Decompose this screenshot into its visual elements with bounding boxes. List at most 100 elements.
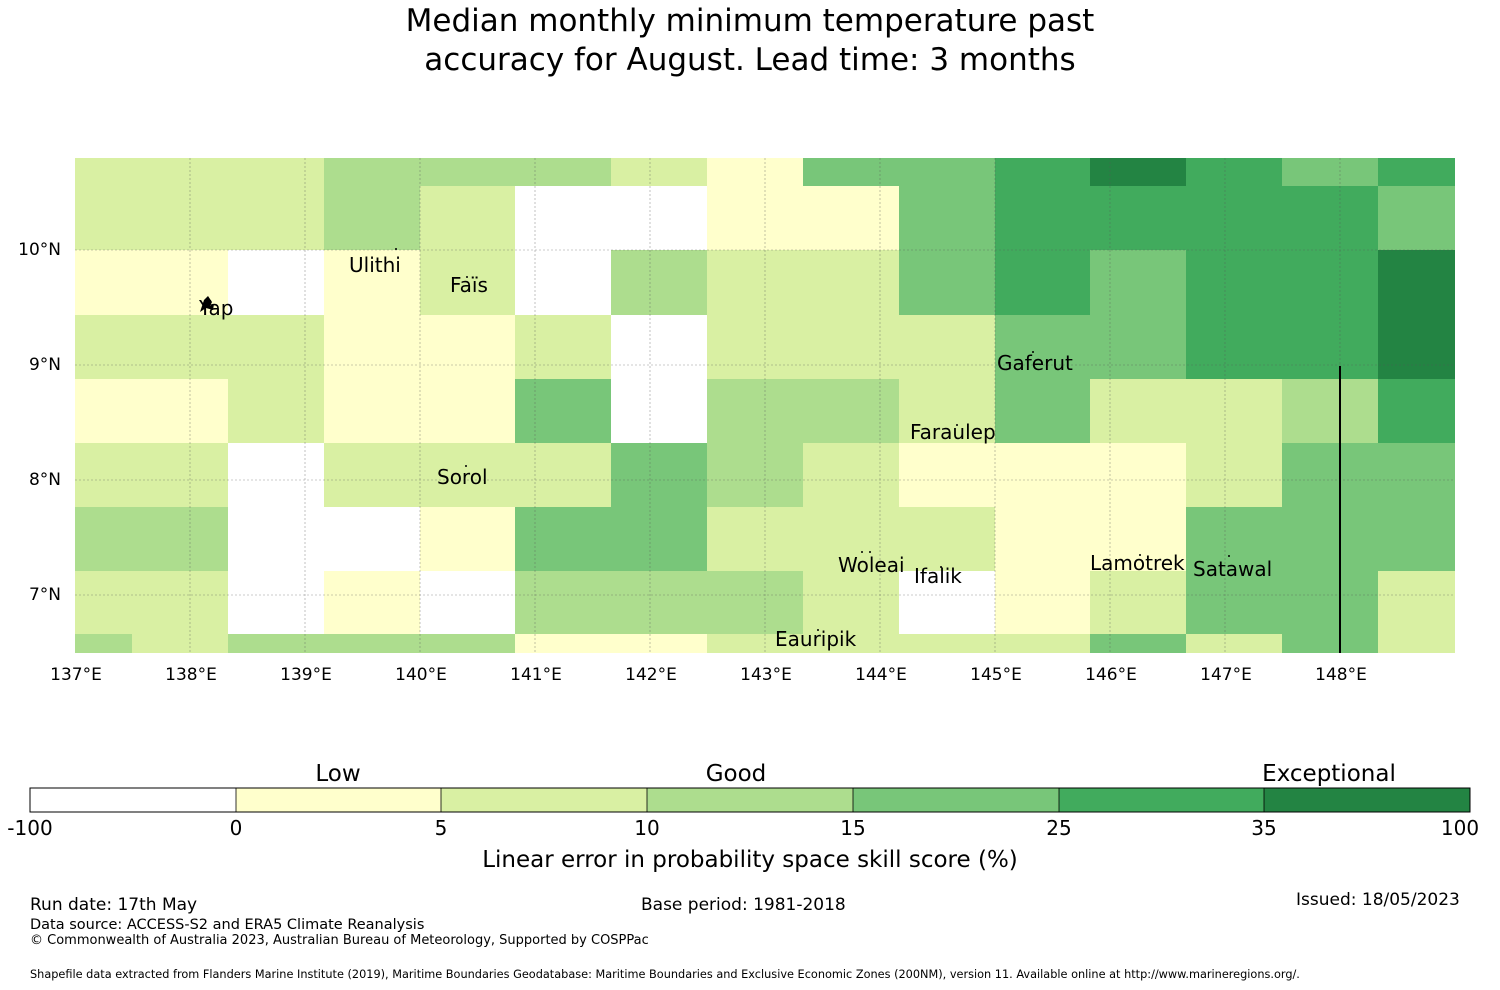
- grid-cell: [1090, 634, 1186, 653]
- grid-cell: [324, 571, 420, 634]
- grid-cell: [1090, 158, 1186, 186]
- sorol-marker: [465, 465, 467, 467]
- grid-cell: [228, 634, 515, 653]
- ifalik-marker: [940, 566, 942, 568]
- shapefile-credit: Shapefile data extracted from Flanders M…: [30, 968, 1300, 981]
- data-source: Data source: ACCESS-S2 and ERA5 Climate …: [30, 917, 425, 933]
- grid-cell: [995, 507, 1186, 571]
- grid-cell: [324, 186, 420, 250]
- grid-cell: [1378, 634, 1455, 653]
- grid-cell: [75, 158, 324, 186]
- grid-cell: [899, 186, 995, 250]
- lat-label: 7°N: [28, 585, 61, 605]
- lon-label: 143°E: [740, 665, 792, 685]
- grid-cell: [707, 379, 899, 443]
- colorbar-label: Linear error in probability space skill …: [482, 847, 1018, 873]
- faraulep-marker: [956, 424, 958, 426]
- grid-cell: [995, 186, 1378, 250]
- lamotrek-marker: [1139, 554, 1141, 556]
- grid-cell: [1090, 571, 1186, 634]
- gaferut-marker: [1032, 351, 1034, 353]
- grid-cell: [1186, 158, 1282, 186]
- colorbar-tick: 15: [840, 816, 866, 840]
- grid-cell: [803, 158, 995, 186]
- grid-cell: [803, 443, 899, 507]
- grid-cell: [420, 250, 515, 315]
- lon-label: 142°E: [625, 665, 677, 685]
- grid-cell: [75, 507, 228, 571]
- colorbar-segment: [647, 788, 853, 812]
- ulithi-marker: [395, 248, 397, 250]
- lon-label: 147°E: [1200, 665, 1252, 685]
- grid-cell: [420, 186, 515, 250]
- colorbar-segment: [1059, 788, 1264, 812]
- grid-cell: [1378, 250, 1455, 315]
- map-title: Median monthly minimum temperature past …: [0, 2, 1500, 80]
- colorbar-segment: [441, 788, 647, 812]
- grid-cell: [75, 443, 228, 507]
- grid-cell: [995, 250, 1090, 315]
- grid-cell: [899, 379, 995, 443]
- grid-cell: [1186, 250, 1378, 315]
- yap-island-shape: [200, 296, 214, 312]
- grid-cell: [803, 571, 899, 634]
- lon-label: 139°E: [280, 665, 332, 685]
- lon-label: 148°E: [1315, 665, 1367, 685]
- lon-label: 137°E: [50, 665, 102, 685]
- lat-label: 9°N: [28, 355, 61, 375]
- colorbar-tick: 5: [434, 816, 448, 840]
- grid-cell: [1378, 186, 1455, 250]
- lon-label: 146°E: [1085, 665, 1137, 685]
- place-label-gaferut: Gaferut: [997, 351, 1073, 375]
- grid-cell: [1378, 379, 1455, 443]
- grid-cell: [515, 507, 707, 571]
- colorbar-segment: [30, 788, 236, 812]
- grid-cell: [75, 634, 132, 653]
- grid-cell: [1186, 315, 1378, 379]
- title-line-2: accuracy for August. Lead time: 3 months: [424, 42, 1076, 78]
- lon-label: 144°E: [855, 665, 907, 685]
- colorbar-tick: 0: [229, 816, 243, 840]
- grid-cell: [1282, 379, 1378, 443]
- grid-cell: [515, 571, 803, 634]
- grid-cell: [995, 315, 1186, 379]
- place-label-ulithi: Ulithi: [349, 253, 401, 277]
- place-label-ifalik: Ifalik: [914, 564, 962, 588]
- grid-cell: [515, 379, 611, 443]
- grid-cell: [1186, 634, 1282, 653]
- category-label-low: Low: [315, 761, 361, 787]
- place-label-eauripik: Eauripik: [775, 627, 857, 651]
- grid-cell: [1186, 443, 1282, 507]
- grid-cell: [1282, 634, 1378, 653]
- colorbar-segment: [853, 788, 1059, 812]
- title-line-1: Median monthly minimum temperature past: [405, 3, 1095, 39]
- issued-date: Issued: 18/05/2023: [1296, 890, 1460, 910]
- grid-cell: [515, 315, 611, 379]
- grid-cell: [899, 443, 1186, 507]
- lat-label: 8°N: [28, 470, 61, 490]
- colorbar-outline: [29, 787, 1471, 813]
- grid-cell: [75, 250, 228, 315]
- grid-cell: [707, 158, 803, 186]
- colorbar-tick: 35: [1251, 816, 1277, 840]
- grid-cell: [75, 186, 324, 250]
- place-label-yap: Yap: [199, 296, 234, 320]
- grid-cell: [611, 443, 707, 507]
- place-label-fais: Faïs: [450, 273, 488, 297]
- colorbar-segment: [1264, 788, 1470, 812]
- colorbar-tick: 100: [1440, 816, 1480, 840]
- grid-cell: [707, 315, 995, 379]
- grid-cell: [995, 571, 1090, 634]
- grid-cell: [324, 379, 515, 443]
- lon-label: 140°E: [395, 665, 447, 685]
- category-label-good: Good: [705, 761, 767, 787]
- satawal-marker: [1228, 555, 1230, 557]
- grid-cell: [75, 315, 324, 379]
- place-label-lamotrek: Lamotrek: [1090, 551, 1185, 575]
- grid-cell: [1186, 507, 1455, 571]
- grid-cell: [1378, 571, 1455, 634]
- graticule: [75, 158, 1455, 653]
- eauripik-marker: [817, 629, 819, 631]
- grid-cell: [1378, 158, 1455, 186]
- run-date: Run date: 17th May: [30, 895, 198, 915]
